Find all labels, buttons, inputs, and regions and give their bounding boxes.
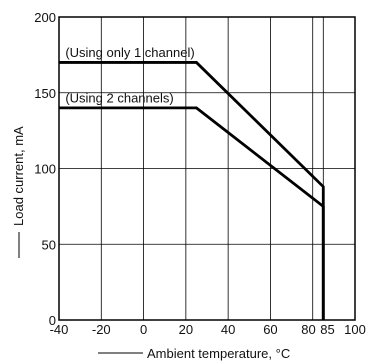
x-tick-label-2: 0 bbox=[140, 322, 147, 337]
series-line-2 bbox=[59, 108, 323, 320]
y-tick-label-1: 50 bbox=[42, 237, 56, 252]
y-tick-label-3: 150 bbox=[34, 86, 56, 101]
annotation-1: (Using only 1 channel) bbox=[65, 45, 194, 60]
x-tick-label-3: 20 bbox=[179, 322, 193, 337]
x-tick-label-6: 80 bbox=[301, 322, 315, 337]
y-tick-label-0: 0 bbox=[49, 313, 56, 328]
x-tick-label-1: -20 bbox=[92, 322, 111, 337]
x-tick-label-8: 100 bbox=[344, 322, 366, 337]
x-axis-title: Ambient temperature, °C bbox=[147, 346, 290, 361]
x-tick-labels: -40 -20 0 20 40 60 80 85 100 bbox=[50, 322, 366, 337]
x-tick-label-4: 40 bbox=[221, 322, 235, 337]
annotations: (Using only 1 channel) (Using 2 channels) bbox=[65, 45, 194, 105]
y-tick-labels: 0 50 100 150 200 bbox=[34, 10, 56, 328]
y-axis-title-group: Load current, mA bbox=[11, 126, 26, 258]
y-tick-label-4: 200 bbox=[34, 10, 56, 25]
x-axis-title-group: Ambient temperature, °C bbox=[98, 346, 290, 361]
y-tick-label-2: 100 bbox=[34, 162, 56, 177]
x-tick-label-7: 85 bbox=[320, 322, 334, 337]
x-tick-label-5: 60 bbox=[263, 322, 277, 337]
annotation-2: (Using 2 channels) bbox=[65, 90, 173, 105]
y-axis-title: Load current, mA bbox=[11, 126, 26, 226]
